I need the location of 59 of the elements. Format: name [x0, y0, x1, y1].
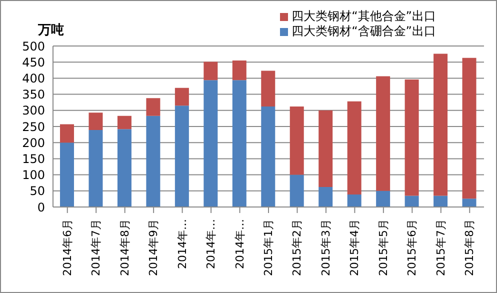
bar [146, 116, 160, 207]
bar [60, 142, 74, 207]
bar [290, 174, 304, 207]
x-tick-label: 2015年1月 [262, 219, 275, 276]
y-tick-label: 500 [22, 39, 45, 54]
bar [88, 112, 103, 130]
bar [318, 187, 333, 207]
bar [347, 194, 362, 207]
bar [174, 106, 189, 207]
y-tick-label: 0 [37, 200, 45, 214]
y-tick-label: 200 [22, 136, 45, 150]
y-tick-label: 400 [22, 71, 45, 86]
x-tick-label: 2014年7月 [90, 219, 103, 276]
bar [376, 76, 390, 191]
x-tick-label: 2015年3月 [319, 219, 332, 276]
x-tick-label: 2014年… [204, 219, 218, 269]
bar [290, 106, 304, 175]
legend-label: 四大类钢材“其他合金”出口 [292, 9, 436, 24]
y-tick-label: 100 [22, 168, 45, 182]
x-tick-label: 2014年… [176, 219, 189, 269]
bar [404, 196, 419, 207]
bar [462, 198, 476, 207]
bar [462, 58, 476, 199]
x-tick-label: 2014年… [233, 219, 246, 269]
y-tick-label: 150 [22, 152, 45, 166]
y-tick-label: 250 [22, 120, 45, 134]
bar [204, 62, 218, 80]
bar [232, 60, 246, 80]
y-tick-label: 350 [22, 88, 45, 102]
bar [404, 79, 419, 196]
x-tick-label: 2015年2月 [290, 219, 304, 276]
x-tick-label: 2015年6月 [406, 219, 419, 276]
x-tick-label: 2014年8月 [118, 219, 132, 276]
bar [434, 54, 448, 196]
bar [146, 98, 160, 116]
bar [117, 116, 132, 130]
bar [261, 106, 276, 207]
bar [347, 101, 362, 194]
legend-label: 四大类钢材“含硼合金”出口 [292, 24, 436, 39]
bar [434, 196, 448, 207]
y-tick-label: 450 [22, 55, 45, 70]
x-tick-label: 2015年7月 [434, 219, 448, 276]
y-axis-title: 万吨 [38, 22, 64, 39]
bar [174, 88, 189, 106]
bar [60, 124, 74, 143]
bar [88, 130, 103, 207]
x-tick-label: 2015年5月 [376, 219, 390, 276]
bar [204, 80, 218, 207]
x-tick-label: 2015年4月 [348, 219, 362, 276]
bar [117, 129, 132, 207]
x-tick-label: 2014年6月 [60, 219, 74, 276]
bar [318, 110, 333, 188]
bar [232, 80, 246, 207]
y-tick-label: 50 [30, 184, 45, 198]
x-tick-label: 2014年9月 [147, 219, 160, 276]
bar [261, 70, 276, 107]
y-tick-label: 300 [22, 104, 45, 118]
bar [376, 190, 390, 207]
x-tick-label: 2015年8月 [463, 219, 476, 276]
